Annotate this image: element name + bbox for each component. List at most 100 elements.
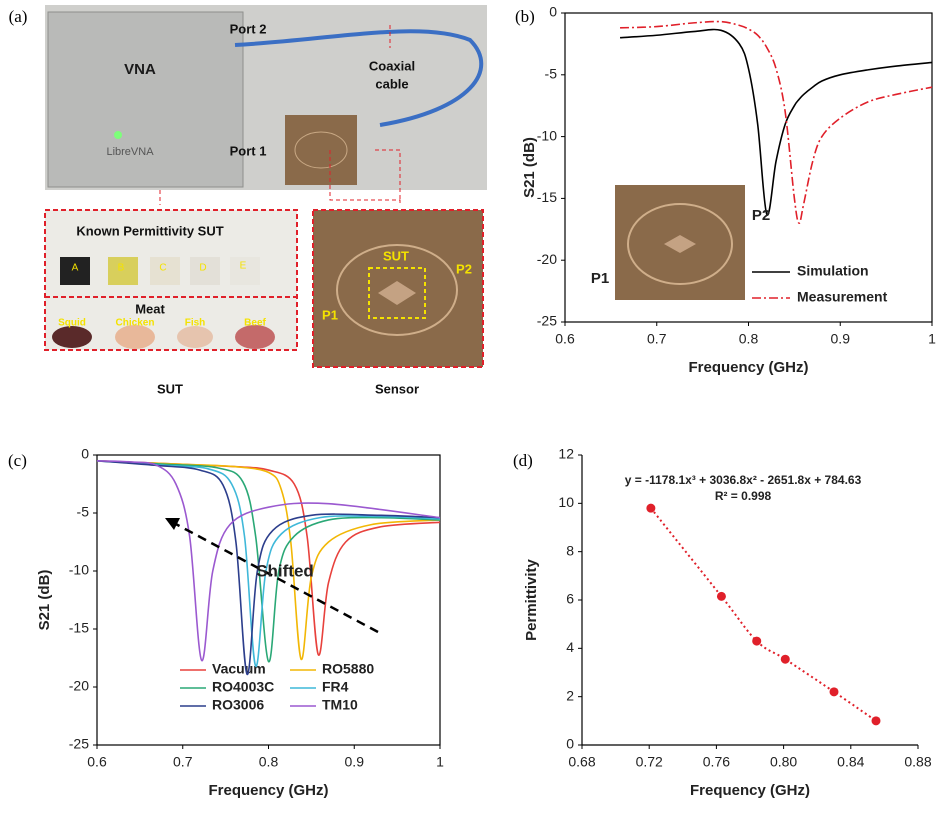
shift-arrow bbox=[171, 520, 379, 634]
panel-a: (a) VNA LibreVNA Port 2 Coaxial cable Po… bbox=[9, 5, 487, 396]
series-line bbox=[96, 460, 441, 676]
sample bbox=[150, 257, 180, 285]
sensor-port: P2 bbox=[456, 261, 472, 276]
x-axis-label: Frequency (GHz) bbox=[688, 359, 808, 376]
sample-label: E bbox=[240, 261, 247, 272]
known-sut-label: Known Permittivity SUT bbox=[76, 223, 223, 238]
annotation: y = -1178.1x³ + 3036.8x² - 2651.8x + 784… bbox=[625, 473, 862, 487]
x-tick-label: 0.7 bbox=[173, 754, 193, 770]
cable-label: Coaxial bbox=[369, 58, 415, 73]
y-tick-label: 10 bbox=[558, 494, 574, 510]
y-tick-label: 12 bbox=[558, 446, 574, 462]
legend-label: RO3006 bbox=[212, 697, 264, 713]
sensor-sut-label: SUT bbox=[383, 248, 409, 263]
y-axis-label: Permittivity bbox=[523, 558, 540, 640]
resonator bbox=[378, 281, 416, 305]
cable-label: cable bbox=[375, 76, 408, 91]
x-tick-label: 0.84 bbox=[837, 754, 864, 770]
sample-label: D bbox=[199, 263, 206, 274]
meat-name: Chicken bbox=[116, 318, 155, 329]
series-line bbox=[619, 28, 933, 216]
x-axis-label: Frequency (GHz) bbox=[208, 782, 328, 799]
trendline bbox=[650, 507, 877, 722]
meat-label: Meat bbox=[135, 301, 165, 316]
legend-label: FR4 bbox=[322, 679, 349, 695]
series-line bbox=[96, 460, 441, 663]
sample bbox=[108, 257, 138, 285]
y-tick-label: -20 bbox=[69, 678, 89, 694]
x-tick-label: 0.80 bbox=[770, 754, 797, 770]
legend-label: RO5880 bbox=[322, 661, 374, 677]
sut-caption: SUT bbox=[157, 381, 183, 396]
y-axis-label: S21 (dB) bbox=[36, 570, 53, 631]
series-line bbox=[96, 460, 441, 662]
sensor-board bbox=[285, 115, 357, 185]
sensor-ring bbox=[294, 131, 348, 169]
data-point bbox=[716, 591, 726, 601]
y-tick-label: 6 bbox=[566, 591, 574, 607]
meat-sample bbox=[235, 325, 275, 349]
port2-label: Port 2 bbox=[230, 21, 267, 36]
annotation: R² = 0.998 bbox=[715, 489, 772, 503]
chart-panel: -25 -20 -15 -10 -5 0 0.6 0.7 0.8 0.9 1 (b) Frequency… bbox=[515, 4, 936, 376]
sensor-caption: Sensor bbox=[375, 381, 419, 396]
y-tick-label: -5 bbox=[545, 66, 558, 82]
data-point bbox=[871, 716, 881, 726]
sample-label: C bbox=[159, 263, 166, 274]
data-point bbox=[829, 687, 839, 697]
brand-label: LibreVNA bbox=[106, 146, 154, 158]
panel-label: (b) bbox=[515, 7, 535, 26]
x-tick-label: 1 bbox=[436, 754, 444, 770]
x-tick-label: 0.76 bbox=[703, 754, 730, 770]
y-tick-label: -20 bbox=[537, 251, 557, 267]
legend-label: Measurement bbox=[797, 289, 888, 305]
sut-region bbox=[368, 267, 426, 319]
y-tick-label: -25 bbox=[69, 736, 89, 752]
meats: Squid Chicken Fish Beef bbox=[52, 318, 275, 349]
x-tick-label: 0.6 bbox=[87, 754, 107, 770]
panel-label: (c) bbox=[8, 451, 27, 470]
data-point bbox=[752, 636, 762, 646]
x-tick-label: 0.6 bbox=[555, 331, 575, 347]
y-tick-label: 4 bbox=[566, 639, 574, 655]
y-tick-label: -15 bbox=[537, 189, 557, 205]
y-tick-label: -10 bbox=[537, 127, 557, 143]
vna-label: VNA bbox=[124, 61, 156, 78]
x-axis-label: Frequency (GHz) bbox=[690, 782, 810, 799]
sensor-port: P1 bbox=[322, 307, 338, 322]
x-tick-label: 1 bbox=[928, 331, 936, 347]
sample bbox=[60, 257, 90, 285]
y-tick-label: 2 bbox=[566, 687, 574, 703]
y-tick-label: -10 bbox=[69, 562, 89, 578]
sample bbox=[230, 257, 260, 285]
meat-sample bbox=[177, 326, 213, 348]
port1-label: Port 1 bbox=[230, 143, 267, 158]
panel-label: (a) bbox=[9, 7, 28, 26]
x-tick-label: 0.72 bbox=[636, 754, 663, 770]
y-tick-label: -15 bbox=[69, 620, 89, 636]
x-tick-label: 0.68 bbox=[568, 754, 595, 770]
series-line bbox=[620, 20, 933, 224]
inset-photo bbox=[615, 185, 745, 300]
y-tick-label: 0 bbox=[549, 4, 557, 20]
plot-frame bbox=[96, 454, 441, 746]
legend-label: Vacuum bbox=[212, 661, 266, 677]
vna-device bbox=[47, 11, 244, 188]
x-tick-label: 0.9 bbox=[831, 331, 851, 347]
inset-resonator bbox=[664, 235, 696, 253]
inset-port-label: P2 bbox=[752, 207, 770, 224]
inset-port-label: P1 bbox=[591, 270, 609, 287]
x-tick-label: 0.7 bbox=[647, 331, 667, 347]
chart-panel: -25 -20 -15 -10 -5 0 0.6 0.7 0.8 0.9 1 (c) Frequency… bbox=[8, 446, 444, 799]
shift-arrowhead bbox=[165, 518, 180, 530]
data-point bbox=[646, 503, 656, 513]
x-tick-label: 0.8 bbox=[259, 754, 279, 770]
legend-label: TM10 bbox=[322, 697, 358, 713]
legend-label: Simulation bbox=[797, 263, 869, 279]
chart-panel: 0 2 4 6 8 10 12 0.68 0.72 0.76 0.80 0.84 0.88 (d) Freq… bbox=[513, 446, 932, 799]
coaxial-cable bbox=[234, 29, 484, 127]
y-tick-label: 0 bbox=[81, 446, 89, 462]
data-point bbox=[780, 654, 790, 664]
y-tick-label: 0 bbox=[566, 736, 574, 752]
